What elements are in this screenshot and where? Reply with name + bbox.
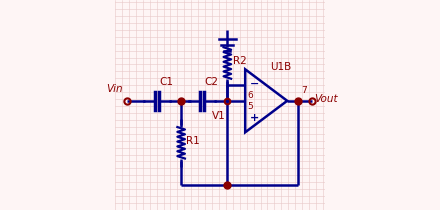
Text: −: − [250, 79, 259, 89]
Text: 5: 5 [247, 102, 253, 110]
Text: C2: C2 [204, 77, 218, 87]
Text: Vout: Vout [315, 94, 338, 104]
Text: C1: C1 [159, 77, 173, 87]
Text: R2: R2 [233, 56, 246, 66]
Text: 6: 6 [247, 91, 253, 100]
Text: V1: V1 [212, 110, 225, 121]
Text: +: + [250, 113, 259, 123]
Text: R1: R1 [187, 136, 200, 146]
Text: U1B: U1B [270, 62, 292, 72]
Text: Vin: Vin [106, 84, 122, 94]
Text: 7: 7 [301, 86, 307, 95]
